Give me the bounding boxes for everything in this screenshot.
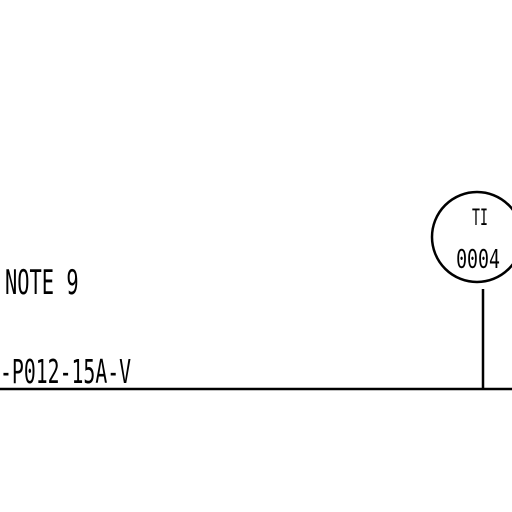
note-label: NOTE 9 <box>5 262 79 302</box>
instrument-tag-letters: TI <box>472 206 488 231</box>
line-number-label: -P012-15A-V <box>0 354 131 392</box>
instrument-bubble[interactable]: TI 0004 <box>430 190 512 284</box>
instrument-circle <box>430 190 512 284</box>
instrument-tag-number: 0004 <box>456 245 500 275</box>
